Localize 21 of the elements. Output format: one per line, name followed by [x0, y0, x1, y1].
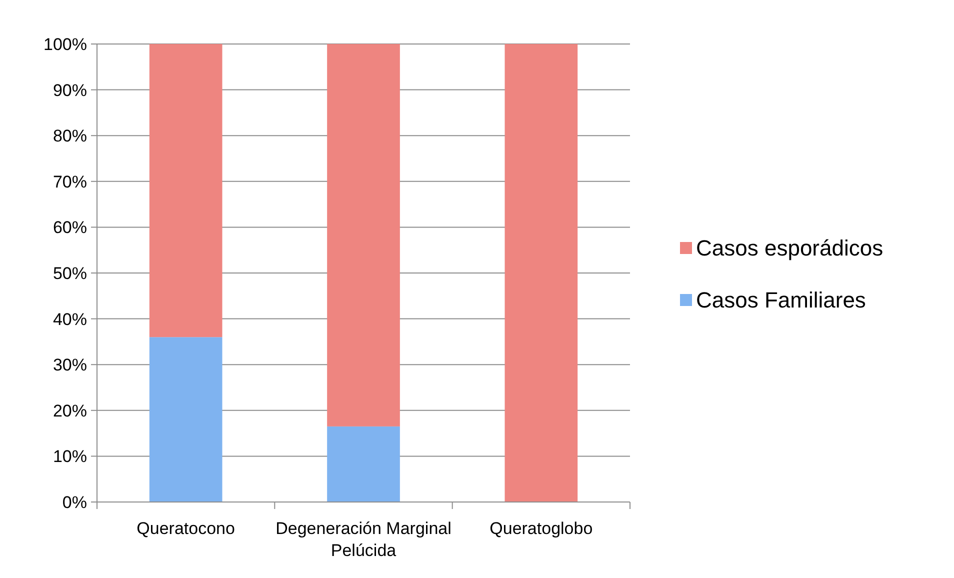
y-tick-label: 100% — [44, 34, 87, 54]
bar — [327, 426, 400, 502]
y-tick-label: 0% — [62, 492, 87, 512]
x-tick-label: Queratoglobo — [490, 519, 593, 538]
bar — [327, 44, 400, 426]
y-tick-label: 70% — [52, 172, 87, 192]
y-tick-label: 30% — [52, 356, 87, 375]
x-tick-label: Queratocono — [136, 519, 235, 538]
y-tick-label: 20% — [52, 401, 87, 420]
bar — [149, 44, 222, 338]
legend-label: Casos Familiares — [696, 288, 866, 313]
y-tick-label: 50% — [52, 264, 87, 283]
bar — [149, 337, 222, 502]
y-tick-label: 60% — [52, 218, 87, 238]
x-tick-label: Degeneración Marginal Pelúcida — [276, 519, 452, 560]
bar — [504, 44, 578, 502]
y-tick-label: 40% — [52, 310, 87, 329]
y-tick-label: 80% — [52, 126, 87, 146]
y-tick-label: 90% — [52, 80, 87, 100]
legend-label: Casos esporádicos — [696, 236, 884, 261]
y-tick-label: 10% — [52, 447, 87, 466]
